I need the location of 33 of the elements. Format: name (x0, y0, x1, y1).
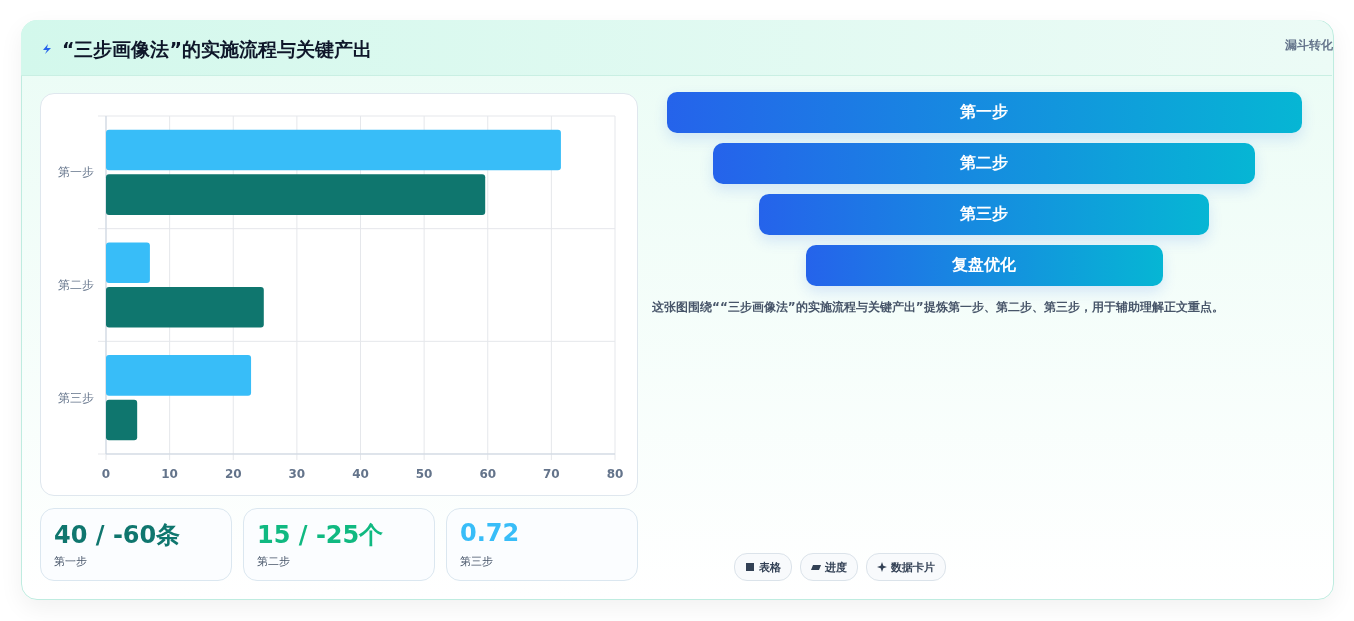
category-label: 复盘优化 (805, 245, 1163, 286)
text: 第三步 (460, 554, 493, 569)
bar (106, 242, 150, 283)
x-tick-label: 40 (352, 467, 369, 481)
bar (106, 399, 138, 441)
text: 这张图围绕““三步画像法”的实施流程与关键产出”提炼第一步、第二步、第三步，用于辅助理解正文重点。 (652, 299, 1224, 316)
text: 进度 (825, 559, 847, 575)
x-tick-label: 10 (161, 467, 178, 481)
x-tick-label: 30 (288, 467, 306, 481)
y-tick-label: 第二步 (58, 278, 94, 292)
category-label: 第三步 (759, 194, 1209, 235)
chart-title: “三步画像法”的实施流程与关键产出 (62, 37, 372, 62)
category-label: 第二步 (712, 143, 1256, 184)
x-tick-label: 0 (101, 467, 111, 481)
text: 第二步 (257, 554, 290, 569)
category-label: 第一步 (666, 92, 1302, 133)
text: 0.72 (460, 519, 520, 547)
y-tick-label: 第三步 (58, 390, 94, 405)
bar (106, 355, 252, 396)
y-tick-label: 第一步 (58, 165, 94, 180)
bar (106, 287, 264, 328)
text: 数据卡片 (891, 559, 935, 575)
x-tick-label: 60 (479, 467, 497, 481)
text: 15 / -25个 (257, 520, 384, 551)
x-tick-label: 70 (543, 467, 560, 481)
bar (106, 129, 561, 171)
text: 表格 (759, 559, 781, 575)
bar (106, 174, 486, 215)
text: 漏斗转化 (1285, 37, 1333, 54)
text: 40 / -60条 (54, 520, 181, 551)
x-tick-label: 20 (224, 467, 242, 481)
x-tick-label: 50 (415, 467, 433, 481)
x-tick-label: 80 (606, 467, 624, 481)
